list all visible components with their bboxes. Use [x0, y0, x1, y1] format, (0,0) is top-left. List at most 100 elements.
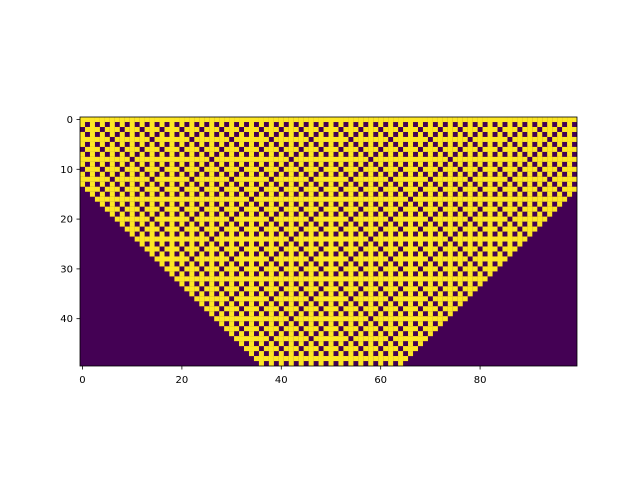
- heatmap-cell: [124, 156, 130, 162]
- heatmap-cell: [467, 261, 473, 267]
- heatmap-cell: [248, 176, 254, 182]
- heatmap-cell: [487, 117, 493, 123]
- heatmap-cell: [129, 141, 135, 147]
- heatmap-cell: [134, 117, 140, 123]
- heatmap-cell: [239, 301, 245, 307]
- heatmap-cell: [467, 281, 473, 287]
- heatmap-cell: [174, 146, 180, 152]
- heatmap-cell: [457, 161, 463, 167]
- heatmap-cell: [497, 131, 503, 137]
- heatmap-cell: [408, 126, 414, 132]
- heatmap-cell: [408, 221, 414, 227]
- heatmap-cell: [239, 241, 245, 247]
- heatmap-cell: [248, 261, 254, 267]
- heatmap-cell: [467, 131, 473, 137]
- heatmap-cell: [313, 326, 319, 332]
- heatmap-cell: [189, 121, 195, 128]
- heatmap-cell: [308, 246, 314, 252]
- heatmap-cell: [99, 121, 105, 128]
- heatmap-cell: [239, 261, 245, 267]
- heatmap-cell: [373, 156, 379, 162]
- heatmap-cell: [169, 186, 175, 192]
- heatmap-cell: [253, 126, 259, 132]
- heatmap-cell: [517, 161, 523, 167]
- heatmap-cell: [174, 246, 180, 252]
- heatmap-cell: [542, 136, 548, 142]
- heatmap-cell: [189, 261, 195, 267]
- heatmap-cell: [457, 291, 463, 297]
- heatmap-cell: [94, 117, 100, 123]
- heatmap-cell: [343, 216, 349, 222]
- heatmap-cell: [219, 321, 225, 327]
- heatmap-cell: [293, 126, 299, 132]
- heatmap-cell: [358, 356, 364, 362]
- heatmap-cell: [80, 156, 86, 162]
- heatmap-cell: [194, 236, 200, 242]
- heatmap-cell: [348, 276, 354, 282]
- heatmap-cell: [308, 311, 314, 317]
- heatmap-cell: [248, 311, 254, 317]
- heatmap-cell: [234, 276, 240, 282]
- heatmap-cell: [293, 276, 299, 282]
- heatmap-cell: [149, 181, 155, 187]
- heatmap-cell: [393, 216, 399, 222]
- heatmap-cell: [378, 216, 384, 222]
- heatmap-cell: [403, 326, 409, 332]
- heatmap-cell: [149, 191, 155, 197]
- heatmap-cell: [278, 191, 284, 197]
- heatmap-cell: [353, 196, 359, 202]
- heatmap-cell: [244, 316, 250, 322]
- heatmap-cell: [403, 256, 409, 262]
- heatmap-cell: [487, 246, 493, 252]
- heatmap-cell: [144, 186, 150, 192]
- heatmap-cell: [278, 231, 284, 237]
- heatmap-cell: [288, 306, 294, 312]
- heatmap-cell: [293, 316, 299, 322]
- heatmap-cell: [417, 271, 423, 277]
- heatmap-cell: [144, 166, 150, 172]
- heatmap-cell: [398, 161, 404, 167]
- heatmap-cell: [557, 156, 563, 162]
- heatmap-cell: [353, 306, 359, 312]
- heatmap-cell: [398, 336, 404, 342]
- heatmap-cell: [522, 117, 528, 123]
- heatmap-cell: [512, 126, 518, 132]
- heatmap-cell: [224, 236, 230, 242]
- heatmap-cell: [412, 206, 419, 212]
- heatmap-cell: [239, 291, 245, 297]
- heatmap-cell: [278, 356, 284, 362]
- heatmap-cell: [239, 196, 245, 202]
- heatmap-cell: [398, 351, 404, 357]
- heatmap-cell: [303, 156, 309, 162]
- heatmap-cell: [189, 166, 195, 172]
- heatmap-cell: [417, 156, 423, 162]
- heatmap-cell: [308, 321, 314, 327]
- heatmap-cell: [467, 181, 473, 187]
- heatmap-cell: [567, 161, 573, 167]
- heatmap-cell: [552, 166, 558, 172]
- heatmap-cell: [234, 206, 240, 212]
- heatmap-cell: [363, 246, 369, 252]
- heatmap-cell: [358, 316, 364, 322]
- heatmap-cell: [442, 276, 448, 282]
- heatmap-cell: [388, 291, 394, 297]
- heatmap-cell: [427, 186, 433, 192]
- heatmap-cell: [273, 246, 279, 252]
- heatmap-cell: [338, 221, 344, 227]
- heatmap-cell: [393, 336, 399, 342]
- heatmap-cell: [427, 181, 433, 187]
- heatmap-cell: [502, 156, 508, 162]
- heatmap-cell: [492, 256, 498, 262]
- heatmap-cell: [159, 176, 165, 182]
- heatmap-cell: [258, 231, 264, 237]
- heatmap-cell: [194, 156, 200, 162]
- heatmap-cell: [412, 176, 419, 182]
- heatmap-cell: [119, 141, 125, 147]
- heatmap-cell: [427, 281, 433, 287]
- heatmap-cell: [343, 306, 349, 312]
- heatmap-cell: [333, 296, 339, 302]
- heatmap-cell: [417, 136, 423, 142]
- heatmap-cell: [467, 201, 473, 207]
- heatmap-cell: [338, 241, 344, 247]
- heatmap-cell: [532, 176, 538, 182]
